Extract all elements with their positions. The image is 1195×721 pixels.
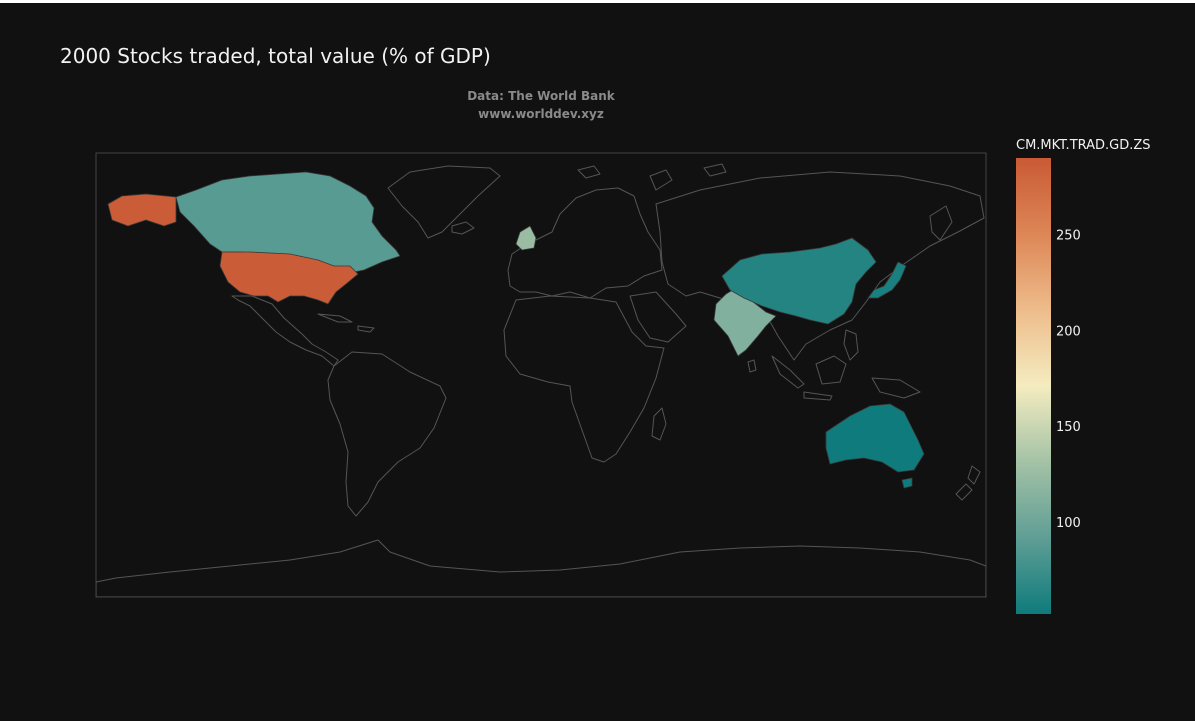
coast-madagascar: [651, 407, 667, 441]
country-tasmania[interactable]: [901, 477, 913, 489]
colorbar-tick-label: 150: [1056, 420, 1081, 435]
colorbar-tick-label: 200: [1056, 324, 1081, 339]
countries-layer: [107, 171, 925, 489]
coastlines: [96, 163, 986, 597]
country-alaska[interactable]: [107, 193, 177, 227]
country-united-states[interactable]: [219, 251, 359, 305]
coast-europe: [507, 187, 663, 299]
coast-sumatra: [771, 355, 805, 389]
colorbar-tick-label: 250: [1056, 229, 1081, 244]
coast-caribbean: [317, 313, 375, 333]
coast-novaya-zemlya: [649, 169, 673, 191]
coast-africa: [503, 295, 665, 463]
chart-title: 2000 Stocks traded, total value (% of GD…: [60, 44, 491, 68]
coast-new-guinea: [871, 377, 921, 399]
colorbar: CM.MKT.TRAD.GD.ZS 100 150 200 250: [1016, 138, 1151, 614]
coast-philippines: [843, 329, 859, 361]
coast-svalbard: [577, 165, 601, 179]
coast-iceland: [451, 221, 475, 235]
colorbar-tick-label: 100: [1056, 516, 1081, 531]
country-australia[interactable]: [825, 403, 925, 473]
coast-south-america: [327, 351, 447, 517]
coast-asia: [655, 171, 985, 361]
coast-severnaya-zemlya: [703, 163, 727, 177]
top-border: [0, 0, 1195, 3]
coast-new-zealand: [955, 465, 981, 501]
coast-greenland: [387, 165, 501, 239]
colorbar-ticks: 100 150 200 250: [1056, 229, 1081, 531]
colorbar-title: CM.MKT.TRAD.GD.ZS: [1016, 138, 1151, 153]
coast-java: [803, 391, 833, 401]
colorbar-gradient: [1016, 158, 1051, 614]
coast-arabia: [629, 291, 687, 343]
country-china[interactable]: [721, 237, 877, 325]
source-line-2: www.worlddev.xyz: [478, 107, 604, 121]
source-line-1: Data: The World Bank: [467, 89, 616, 103]
country-japan[interactable]: [867, 261, 907, 299]
coast-kamchatka: [929, 205, 953, 241]
coast-borneo: [815, 355, 847, 385]
coast-antarctica: [96, 539, 986, 597]
coast-sri-lanka: [747, 359, 757, 373]
country-united-kingdom[interactable]: [515, 225, 537, 251]
